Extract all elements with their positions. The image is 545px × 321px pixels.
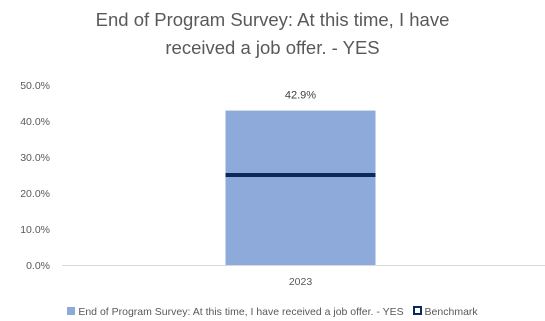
x-tick-label: 2023	[289, 276, 313, 288]
y-tick-label: 0.0%	[26, 260, 50, 272]
bar	[225, 110, 376, 265]
y-tick-label: 10.0%	[20, 224, 50, 236]
legend-item-survey: End of Program Survey: At this time, I h…	[67, 306, 404, 318]
y-tick-label: 30.0%	[20, 152, 50, 164]
chart-title-line-1: End of Program Survey: At this time, I h…	[95, 9, 450, 30]
legend-swatch-benchmark	[412, 306, 422, 315]
chart-title: End of Program Survey: At this time, I h…	[0, 6, 545, 62]
y-tick-label: 40.0%	[20, 116, 50, 128]
chart-legend: End of Program Survey: At this time, I h…	[0, 306, 545, 318]
legend-label-survey: End of Program Survey: At this time, I h…	[78, 306, 404, 318]
legend-label-benchmark: Benchmark	[424, 306, 478, 318]
chart-title-line-2: received a job offer. - YES	[165, 37, 380, 58]
legend-swatch-survey	[67, 307, 76, 315]
legend-item-benchmark: Benchmark	[412, 306, 478, 318]
bar-data-label: 42.9%	[285, 90, 316, 102]
y-tick-label: 50.0%	[20, 80, 50, 92]
y-tick-label: 20.0%	[20, 188, 50, 200]
